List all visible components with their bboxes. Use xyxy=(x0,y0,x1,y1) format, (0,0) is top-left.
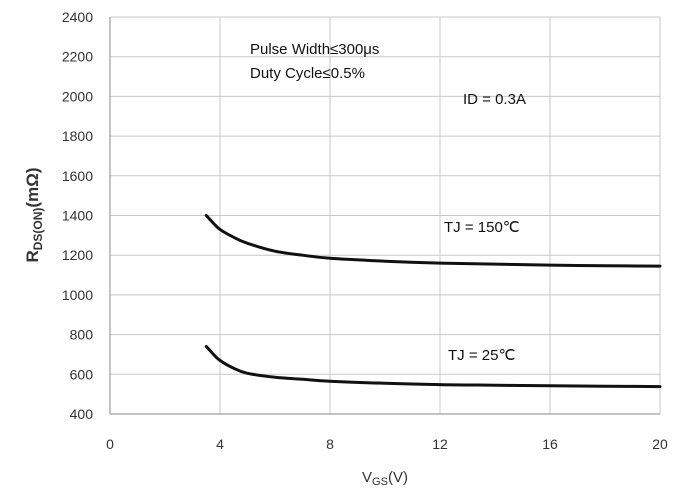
series-line-150c xyxy=(204,214,662,268)
y-tick-label: 400 xyxy=(70,406,94,422)
x-tick-label: 12 xyxy=(432,436,448,452)
x-tick-label: 4 xyxy=(216,436,224,452)
data-series xyxy=(204,214,662,389)
axes xyxy=(109,17,660,415)
y-tick-label: 1000 xyxy=(62,287,93,303)
y-tick-label: 600 xyxy=(70,366,94,382)
y-tick-label: 1200 xyxy=(62,247,93,263)
annotation-duty-cycle: Duty Cycle≤0.5% xyxy=(250,65,365,82)
tick-labels: 400 600 800 1000 1200 1400 1600 1800 2000 2200 240… xyxy=(62,9,668,452)
x-axis-label: VGS(V) xyxy=(362,469,408,488)
y-tick-label: 2200 xyxy=(62,49,93,65)
x-tick-label: 20 xyxy=(652,436,668,452)
annotation-drain-current: ID = 0.3A xyxy=(463,91,526,108)
y-tick-label: 2400 xyxy=(62,9,93,25)
y-tick-label: 2000 xyxy=(62,88,93,104)
series-label-25c: TJ = 25℃ xyxy=(448,347,515,364)
x-tick-label: 8 xyxy=(326,436,334,452)
x-tick-label: 16 xyxy=(542,436,558,452)
series-label-150c: TJ = 150℃ xyxy=(444,219,520,236)
series-line-25c xyxy=(204,345,662,389)
y-tick-label: 1600 xyxy=(62,168,93,184)
y-axis-label: RDS(ON)(mΩ) xyxy=(23,167,45,262)
x-tick-label: 0 xyxy=(106,436,114,452)
grid-lines xyxy=(110,16,661,414)
y-tick-label: 1400 xyxy=(62,208,93,224)
y-tick-label: 800 xyxy=(70,327,94,343)
annotation-pulse-width: Pulse Width≤300μs xyxy=(250,41,379,58)
y-tick-label: 1800 xyxy=(62,128,93,144)
